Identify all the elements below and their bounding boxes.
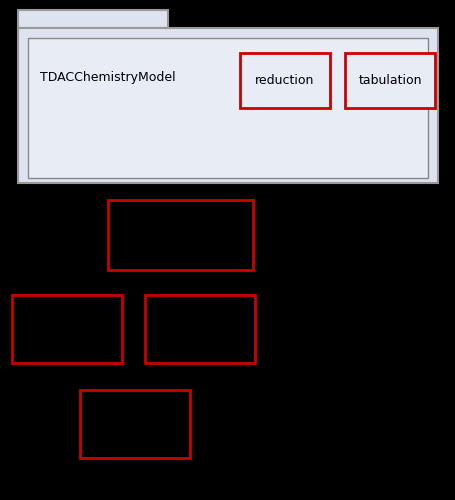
Bar	[28, 38, 427, 178]
Bar	[108, 200, 253, 270]
Text: chemistryModel: chemistryModel	[174, 12, 281, 26]
Bar	[145, 295, 254, 363]
Text: TDACChemistryModel: TDACChemistryModel	[40, 72, 175, 85]
Text: tabulation: tabulation	[358, 74, 421, 87]
Bar	[18, 10, 167, 28]
Bar	[12, 295, 122, 363]
Bar	[18, 28, 437, 183]
Bar	[80, 390, 190, 458]
Bar	[344, 53, 434, 108]
Bar	[239, 53, 329, 108]
Text: reduction: reduction	[255, 74, 314, 87]
